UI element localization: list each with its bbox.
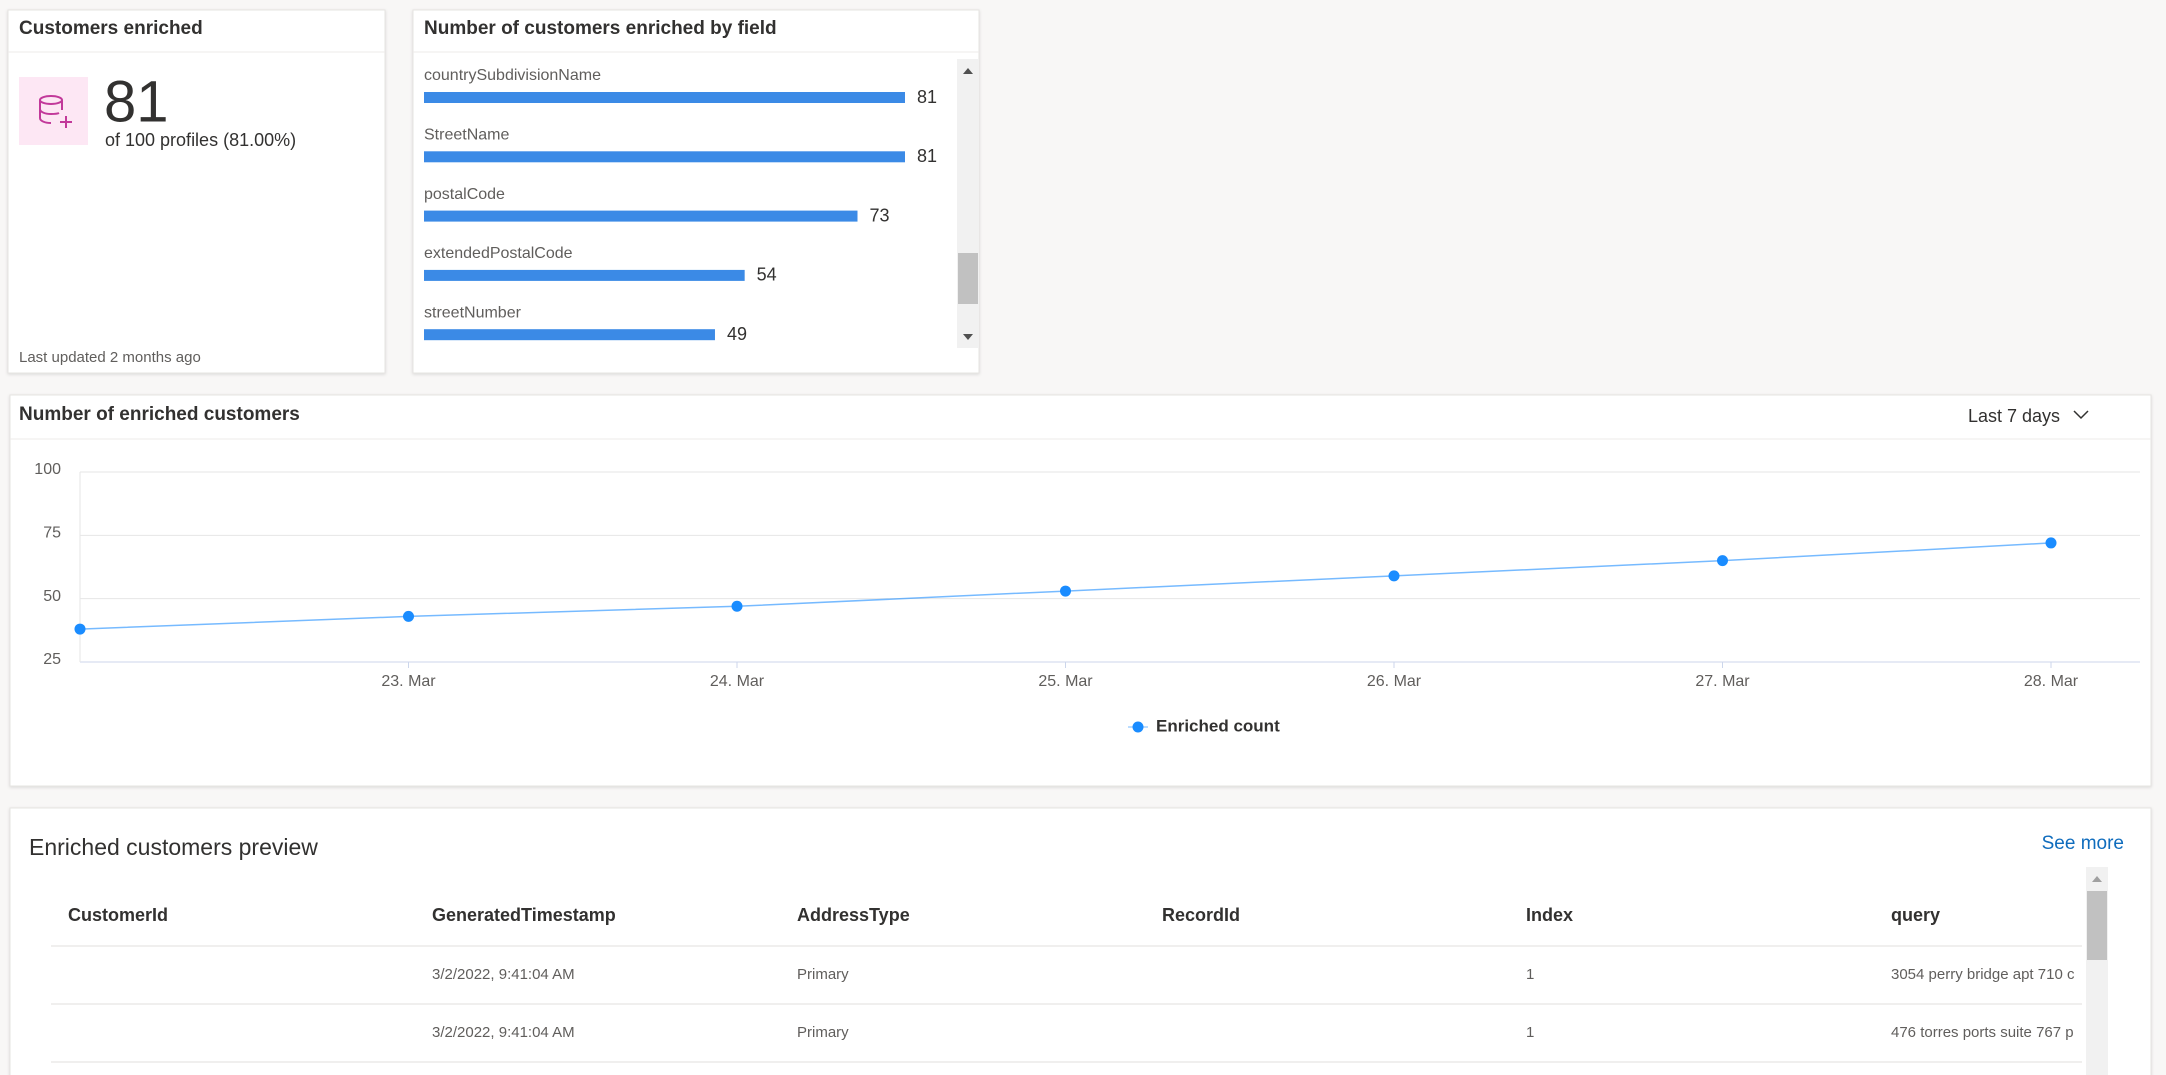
- x-tick-label: 28. Mar: [2024, 673, 2079, 690]
- bar: [424, 151, 905, 163]
- data-point: [731, 600, 743, 612]
- column-header: AddressType: [797, 905, 910, 925]
- kpi-subtitle: of 100 profiles (81.00%): [105, 130, 296, 150]
- scrollbar[interactable]: [957, 59, 979, 348]
- table-cell: 1: [1526, 1024, 1534, 1041]
- x-tick-label: 27. Mar: [1695, 673, 1750, 690]
- bar-label: streetNumber: [424, 304, 522, 321]
- bar-card: [412, 9, 980, 374]
- table-cell: 476 torres ports suite 767 p: [1891, 1024, 2074, 1041]
- table-cell: 3/2/2022, 9:41:04 AM: [432, 966, 575, 983]
- see-more-link[interactable]: See more: [2042, 833, 2124, 854]
- bar: [424, 210, 858, 222]
- bar-label: countrySubdivisionName: [424, 67, 601, 84]
- bar: [424, 269, 745, 281]
- table-cell: 3/2/2022, 9:41:04 AM: [432, 1024, 575, 1041]
- y-tick-label: 50: [43, 588, 61, 605]
- line-chart: 25 50 75 100 23. Mar 24. Mar 25. Mar 26. Mar 27.…: [34, 461, 2140, 735]
- legend-marker: [1132, 721, 1144, 733]
- table-cell: Primary: [797, 1024, 849, 1041]
- dropdown-label[interactable]: Last 7 days: [1968, 406, 2060, 426]
- chevron[interactable]: [2073, 410, 2089, 420]
- bar-label: StreetName: [424, 127, 509, 144]
- value-label: 81: [917, 87, 937, 107]
- data-point: [1717, 555, 1728, 567]
- kpi-card: [7, 9, 386, 374]
- column-header: RecordId: [1162, 905, 1240, 925]
- table-title: Enriched customers preview: [29, 834, 318, 860]
- data-point: [1388, 570, 1400, 582]
- y-tick-label: 25: [43, 651, 61, 668]
- legend-label: Enriched count: [1156, 716, 1280, 735]
- value-label: 49: [727, 324, 747, 344]
- bar-list: countrySubdivisionName 81 StreetName 81 post…: [424, 67, 937, 344]
- kpi-icon: [19, 77, 88, 145]
- value-label: 73: [869, 205, 889, 225]
- bar: [424, 92, 905, 103]
- kpi-value: 81: [104, 69, 169, 134]
- table: CustomerId GeneratedTimestamp AddressType R…: [51, 905, 2082, 1063]
- card-title: Number of customers enriched by field: [424, 18, 777, 39]
- x-tick-label: 25. Mar: [1038, 673, 1093, 690]
- value-label: 54: [757, 265, 777, 285]
- bar-label: postalCode: [424, 186, 505, 203]
- x-tick-label: 23. Mar: [381, 673, 436, 690]
- data-point: [403, 610, 414, 622]
- y-tick-label: 100: [34, 461, 61, 478]
- column-header: GeneratedTimestamp: [432, 905, 616, 925]
- data-point: [1060, 585, 1071, 597]
- value-label: 81: [917, 146, 937, 166]
- table-cell: 3054 perry bridge apt 710 c: [1891, 966, 2075, 983]
- x-tick-label: 26. Mar: [1367, 673, 1422, 690]
- table-cell: 1: [1526, 966, 1534, 983]
- column-header: Index: [1526, 905, 1573, 925]
- range-dropdown[interactable]: Last 7 days: [1968, 406, 2089, 426]
- data-point: [74, 623, 86, 635]
- column-header: CustomerId: [68, 905, 168, 925]
- bar-label: extendedPostalCode: [424, 245, 573, 262]
- kpi-footer: Last updated 2 months ago: [19, 349, 201, 366]
- data-point: [2045, 537, 2057, 549]
- column-header: query: [1891, 905, 1940, 925]
- y-tick-label: 75: [43, 525, 61, 542]
- table-scrollbar[interactable]: [2086, 867, 2108, 1075]
- table-cell: Primary: [797, 966, 849, 983]
- bar: [424, 329, 715, 341]
- card-title: Customers enriched: [19, 18, 203, 39]
- card-title: Number of enriched customers: [19, 404, 300, 425]
- x-tick-label: 24. Mar: [710, 673, 765, 690]
- table-card: [9, 807, 2152, 1075]
